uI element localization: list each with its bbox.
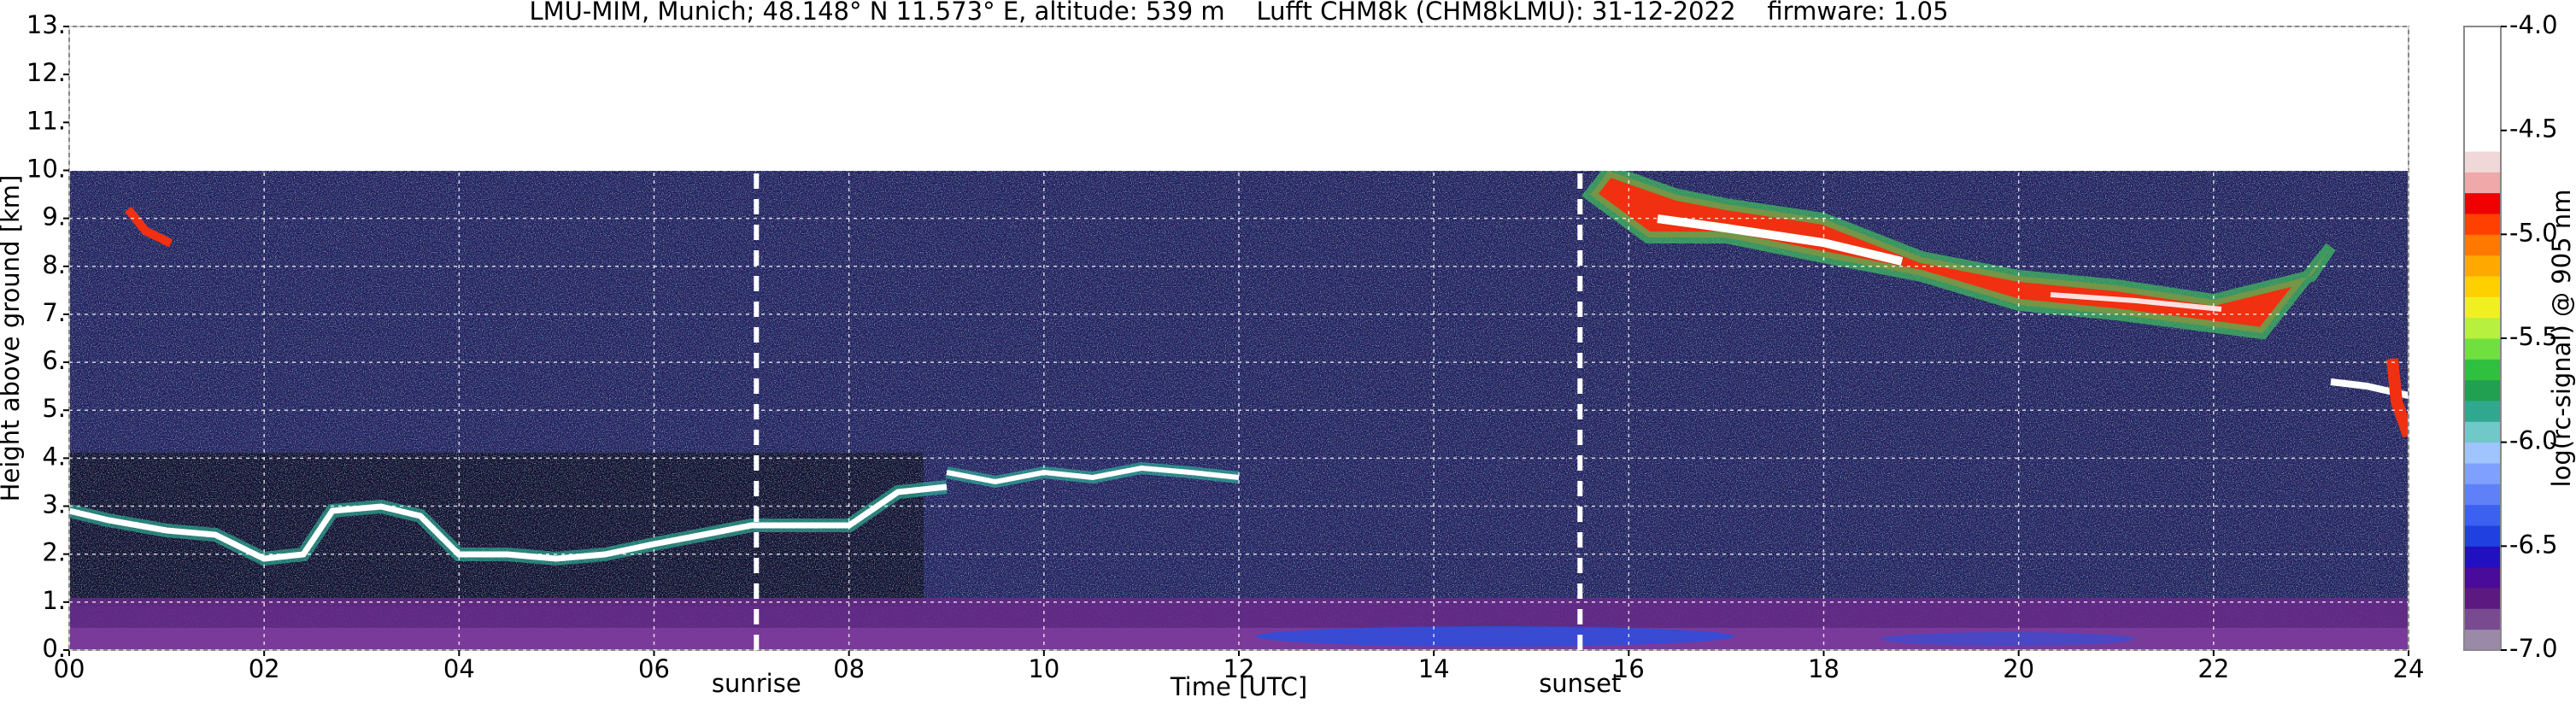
y-tick-label: 0.: [42, 634, 66, 663]
colorbar-swatch: [2464, 608, 2501, 630]
y-tick-label: 12.: [26, 58, 66, 87]
colorbar-swatch: [2464, 255, 2501, 277]
colorbar-swatch: [2464, 379, 2501, 401]
colorbar-label: log(rc-signal) @ 905 nm: [2547, 190, 2576, 488]
annotation-label: sunset: [1539, 669, 1621, 698]
colorbar-swatch: [2464, 442, 2501, 464]
x-tick-label: 02: [249, 654, 280, 683]
colorbar-swatch: [2464, 359, 2501, 381]
colorbar-swatch: [2464, 463, 2501, 484]
y-tick-label: 2.: [42, 538, 66, 567]
colorbar-swatch: [2464, 317, 2501, 339]
colorbar-swatch: [2464, 525, 2501, 547]
colorbar-swatch: [2464, 130, 2501, 152]
y-axis-label: Height above ground [km]: [0, 175, 25, 502]
colorbar-swatch: [2464, 338, 2501, 360]
colorbar-swatch: [2464, 172, 2501, 194]
x-tick-label: 16: [1613, 654, 1645, 683]
colorbar-tick-label: -6.0: [2509, 426, 2558, 455]
x-tick-label: 22: [2198, 654, 2229, 683]
y-tick-label: 8.: [42, 250, 66, 279]
y-tick-label: 10.: [26, 154, 66, 183]
x-tick-label: 14: [1418, 654, 1450, 683]
x-tick-label: 04: [443, 654, 475, 683]
colorbar-tick-label: -7.0: [2509, 634, 2558, 663]
y-tick-label: 3.: [42, 490, 66, 519]
colorbar-swatch: [2464, 421, 2501, 443]
colorbar-swatch: [2464, 109, 2501, 132]
x-tick-label: 00: [54, 654, 85, 683]
colorbar-swatch: [2464, 214, 2501, 235]
x-tick-label: 06: [638, 654, 670, 683]
colorbar-swatch: [2464, 483, 2501, 506]
x-tick-label: 20: [2003, 654, 2034, 683]
colorbar-swatch: [2464, 401, 2501, 422]
colorbar-tick-label: -6.5: [2509, 530, 2558, 559]
colorbar-tick-label: -5.5: [2509, 322, 2558, 351]
y-tick-label: 5.: [42, 394, 66, 423]
colorbar-swatch: [2464, 546, 2501, 568]
colorbar-swatch: [2464, 566, 2501, 589]
y-tick-label: 13.: [26, 10, 66, 39]
colorbar-swatch: [2464, 26, 2501, 48]
y-tick-label: 7.: [42, 298, 66, 327]
colorbar-tick-label: -4.0: [2509, 10, 2558, 39]
y-tick-label: 6.: [42, 346, 66, 375]
colorbar-swatch: [2464, 234, 2501, 256]
y-tick-label: 1.: [42, 586, 66, 615]
y-tick-label: 11.: [26, 106, 66, 135]
colorbar-swatch: [2464, 67, 2501, 90]
x-axis-label: Time [UTC]: [1170, 672, 1307, 701]
colorbar-swatch: [2464, 629, 2501, 651]
colorbar-swatch: [2464, 588, 2501, 609]
colorbar-swatch: [2464, 192, 2501, 214]
colorbar-swatch: [2464, 504, 2501, 526]
colorbar-tick-label: -5.0: [2509, 218, 2558, 247]
x-tick-label: 08: [833, 654, 865, 683]
colorbar-swatch: [2464, 296, 2501, 319]
chart-title: LMU-MIM, Munich; 48.148° N 11.573° E, al…: [529, 0, 1948, 26]
x-tick-label: 24: [2393, 654, 2425, 683]
y-tick-label: 9.: [42, 202, 66, 231]
colorbar-swatch: [2464, 151, 2501, 173]
x-tick-label: 12: [1223, 654, 1255, 683]
colorbar-swatch: [2464, 47, 2501, 69]
annotation-label: sunrise: [712, 669, 801, 698]
colorbar-tick-label: -4.5: [2509, 114, 2558, 144]
colorbar-swatch: [2464, 276, 2501, 297]
colorbar-swatch: [2464, 89, 2501, 110]
y-tick-label: 4.: [42, 442, 66, 471]
x-tick-label: 10: [1028, 654, 1059, 683]
x-tick-label: 18: [1808, 654, 1840, 683]
